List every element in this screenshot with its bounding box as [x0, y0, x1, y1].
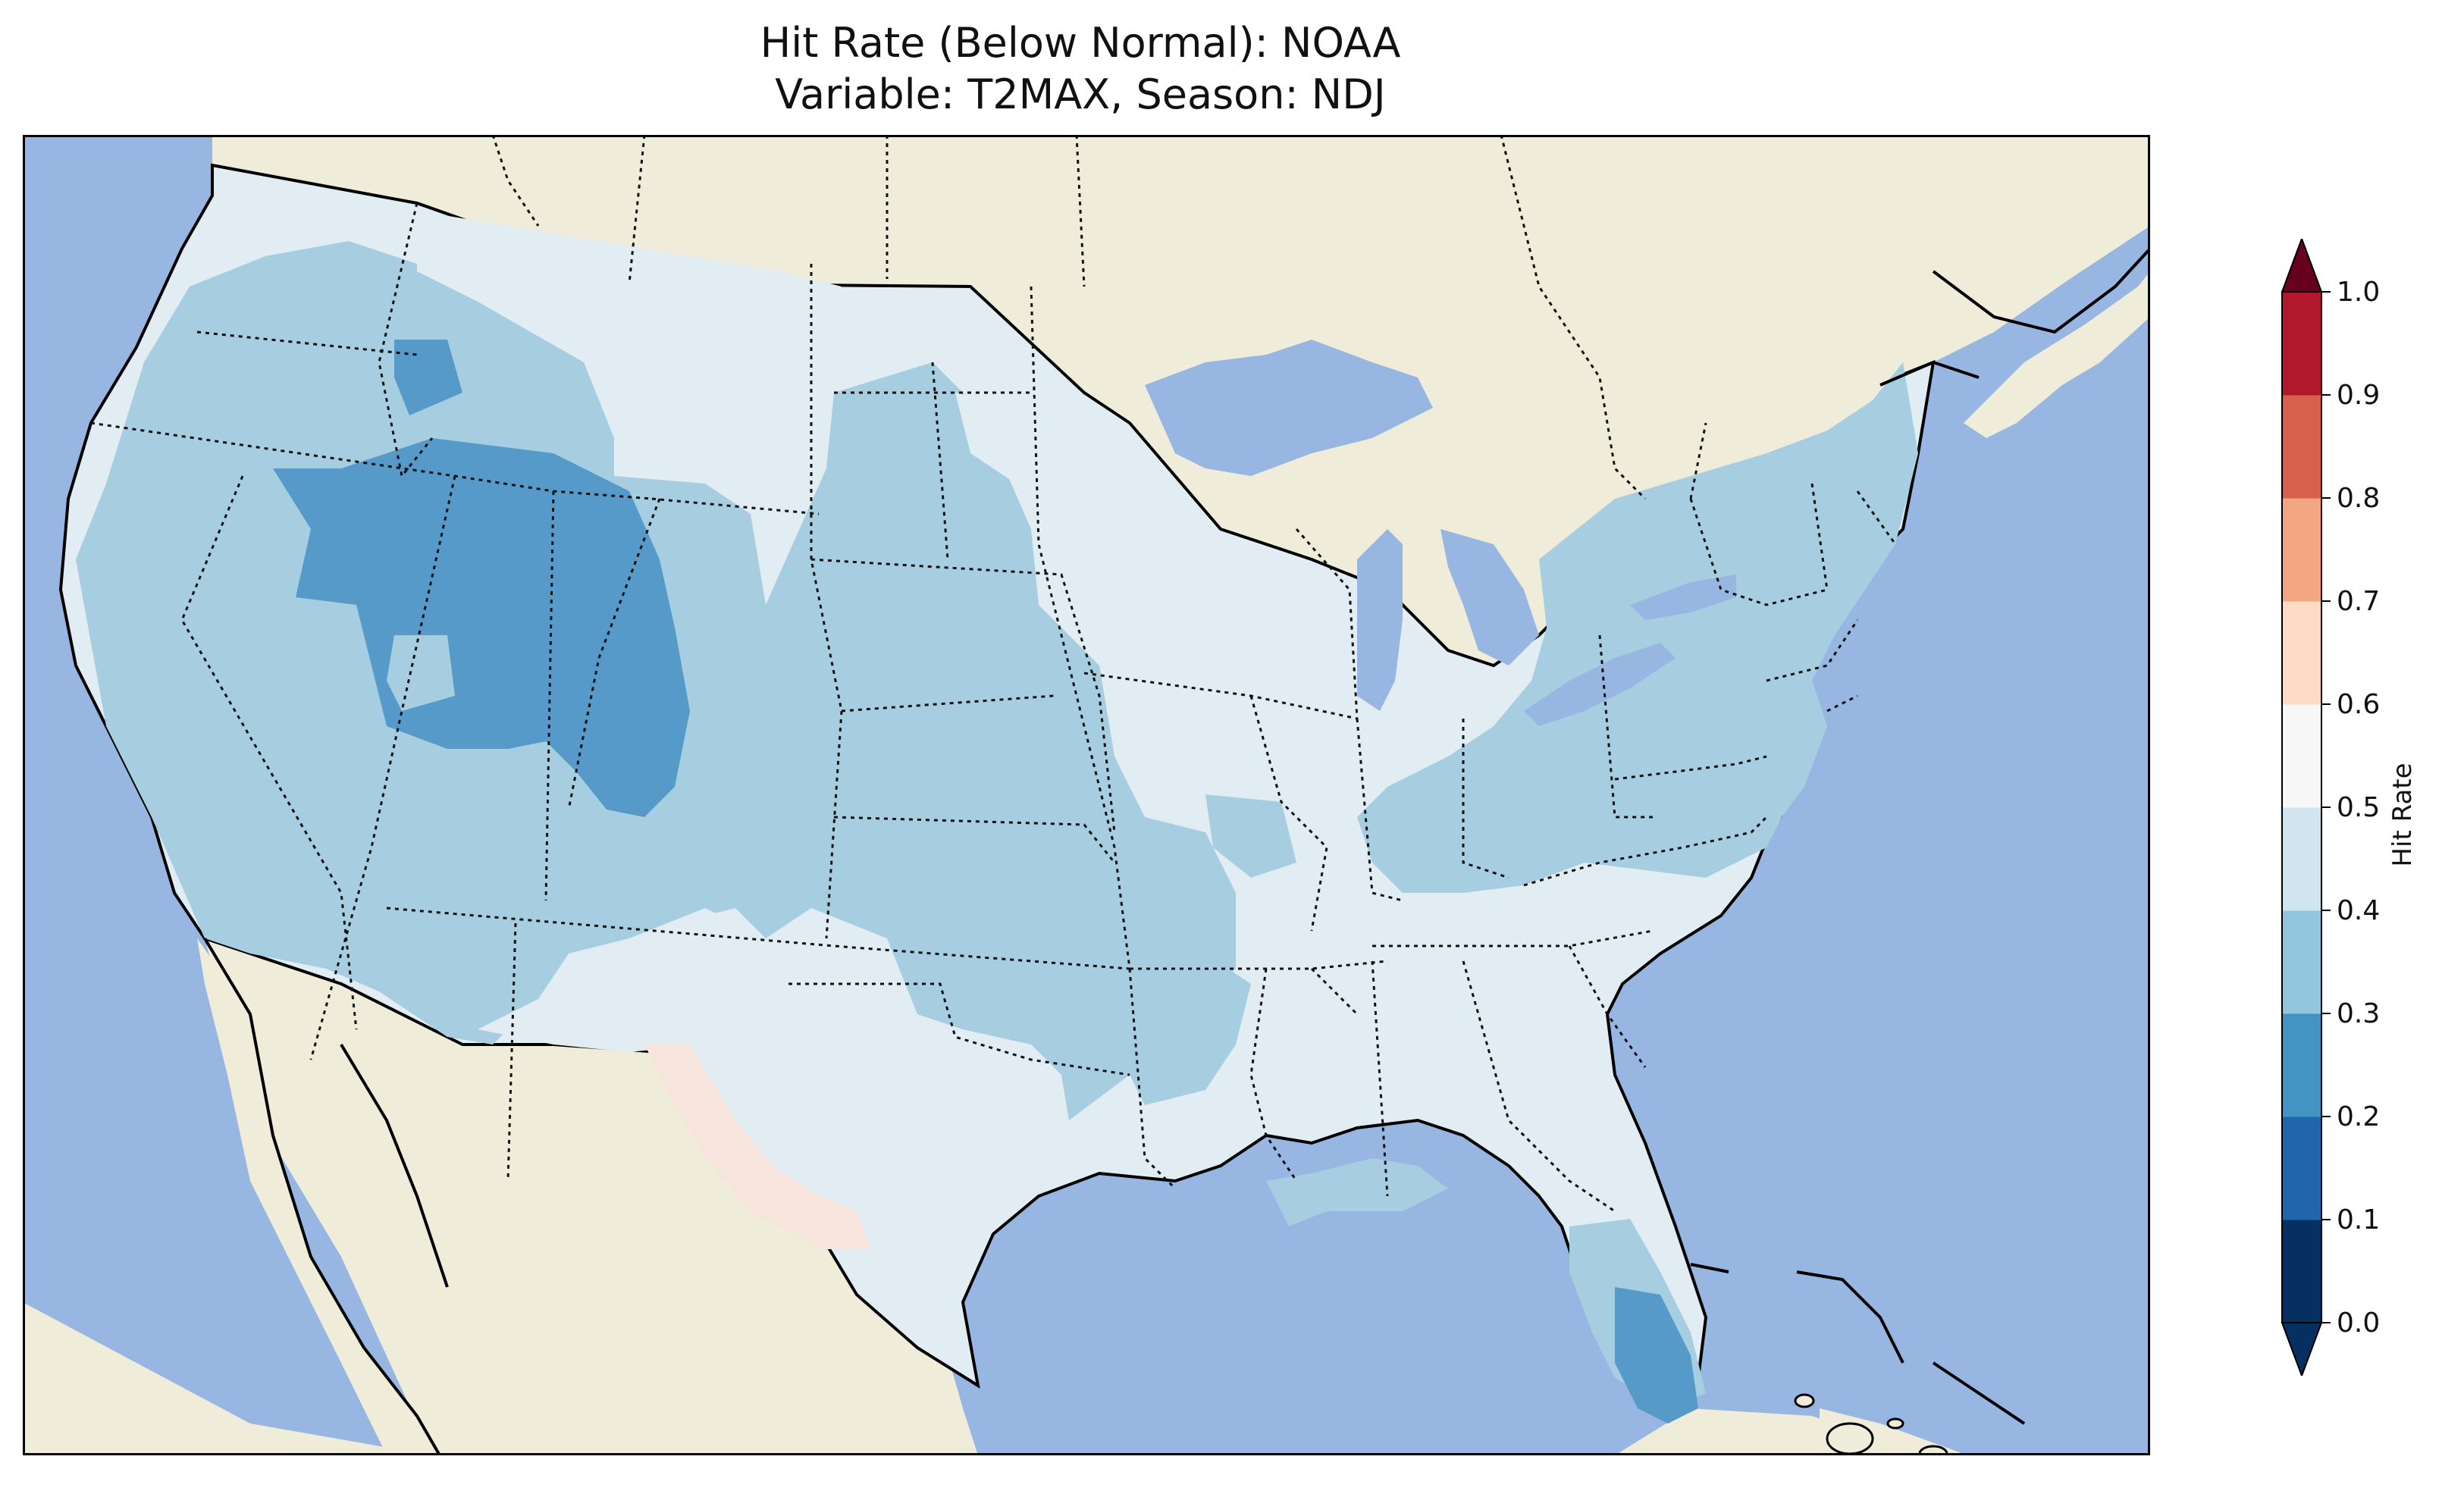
colorbar-tick-label: 0.6	[2337, 689, 2380, 720]
utah-light-cut	[387, 635, 455, 711]
texas-pink	[644, 1045, 872, 1249]
colorbar-segment	[2282, 1117, 2321, 1220]
arkansas-patch	[1114, 938, 1251, 1105]
colorbar-tick-label: 0.2	[2337, 1101, 2380, 1132]
sw-patch	[478, 908, 826, 1052]
map-title-line1: Hit Rate (Below Normal): NOAA	[760, 19, 1401, 67]
lake-erie	[1524, 643, 1676, 726]
gulf-patch	[1266, 1158, 1448, 1226]
maritime-land	[1964, 271, 2150, 438]
colorbar-segment	[2282, 704, 2321, 808]
colorbar-segment	[2282, 292, 2321, 396]
colorbar-tick-label: 0.4	[2337, 895, 2380, 926]
lake-michigan	[1357, 529, 1403, 711]
colorbar-segments	[2281, 239, 2323, 1376]
colorbar-tick-label: 0.0	[2337, 1308, 2380, 1339]
colorbar-extend-top	[2281, 239, 2323, 293]
colorbar-label: Hit Rate	[2387, 763, 2418, 866]
colorbar-segment	[2282, 1220, 2321, 1323]
colorbar-segment	[2282, 807, 2321, 911]
colorbar-extend-bottom	[2281, 1322, 2323, 1376]
colorbar-segment	[2282, 1013, 2321, 1117]
colorbar-tick-label: 0.5	[2337, 792, 2380, 823]
colorbar-segment	[2282, 498, 2321, 602]
state-borders	[90, 202, 1897, 1213]
idaho-dark	[394, 340, 462, 415]
ne-plains-patch	[955, 393, 1084, 484]
lake-ontario	[1630, 575, 1736, 620]
colorbar-tick-label: 0.3	[2337, 998, 2380, 1029]
lake-huron	[1440, 529, 1539, 666]
lake-superior	[1145, 340, 1433, 476]
colorbar-ticks: 0.0 0.1 0.2 0.3 0.4 0.5 0.6 0.7 0.8 0.9 1.0	[2321, 277, 2380, 1339]
colorbar-tick-label: 0.9	[2337, 380, 2380, 411]
colorbar: 0.0 0.1 0.2 0.3 0.4 0.5 0.6 0.7 0.8 0.9 1.0 Hit Ra…	[2281, 239, 2418, 1376]
colorbar-segment	[2282, 910, 2321, 1014]
colorbar-tick-label: 0.1	[2337, 1204, 2380, 1236]
colorbar-segment	[2282, 395, 2321, 499]
montana-patch	[417, 211, 857, 453]
colorbar-segment	[2282, 601, 2321, 705]
province-borders	[491, 135, 1647, 500]
east-light-blue	[1357, 362, 1918, 893]
map-title-line2: Variable: T2MAX, Season: NDJ	[775, 70, 1386, 118]
map-frame	[23, 135, 2150, 1455]
colorbar-tick-label: 1.0	[2337, 277, 2380, 308]
baja-land	[197, 938, 440, 1455]
florida-dark	[1615, 1287, 1698, 1424]
coastlines	[203, 247, 2150, 1455]
hit-rate-map	[23, 135, 2150, 1455]
colorbar-tick-label: 0.8	[2337, 483, 2380, 514]
colorbar-tick-label: 0.7	[2337, 586, 2380, 617]
missouri-patch	[1205, 794, 1296, 878]
